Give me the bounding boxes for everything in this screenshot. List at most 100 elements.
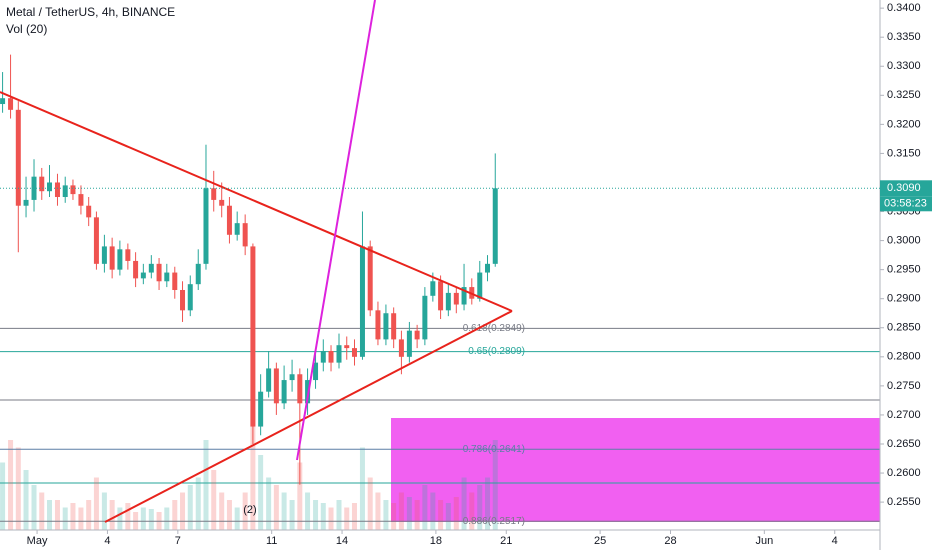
candle-body [430,281,436,296]
candle-body [172,272,178,290]
volume-bar [219,492,225,530]
candle-body [313,362,319,381]
candle-body [234,223,240,235]
y-tick-label: 0.3000 [887,234,921,246]
candle-body [250,246,256,427]
volume-bar [383,500,389,530]
candle-body [78,194,84,206]
volume-bar [273,485,279,530]
candle-body [0,98,6,105]
candle-body [383,313,389,340]
drawings-under [0,399,880,522]
candle-body [203,188,209,264]
volume-bar [422,485,428,530]
candle-body [273,368,279,404]
x-tick-label: 4 [104,535,110,547]
candle-body [133,260,139,279]
candle-body [39,176,45,192]
volume-bar [39,492,45,530]
candle-body [289,374,295,381]
last-price-box [880,180,932,197]
candle-body [320,351,326,363]
x-tick-label: May [27,535,48,547]
volume-bar [70,503,76,530]
candle-body [406,330,412,357]
last-price-label: 0.3090 [887,182,921,194]
x-tick-label: Jun [755,535,773,547]
volume-bar [485,477,491,530]
candle-body [125,249,131,261]
volume-bar [351,503,357,530]
volume-bar [31,485,37,530]
y-tick-label: 0.3150 [887,147,921,159]
candle-body [109,246,115,270]
volume-bar [117,507,123,530]
volume-bar [492,440,498,530]
trend-line [104,310,513,523]
candle-body [492,188,498,264]
volume-bar [234,507,240,530]
volume-bar [101,492,107,530]
candle-body [266,368,272,392]
y-tick-label: 0.2650 [887,438,921,450]
candle-body [47,182,53,192]
volume-bar [258,455,264,530]
box-drawing [391,418,880,522]
volume-bar [297,462,303,530]
volume-bar [125,503,131,530]
candle-body [23,199,29,206]
volume-bar [305,492,311,530]
volume-bar [15,447,21,530]
volume-bar [320,503,326,530]
volume-bar [180,492,186,530]
candle-body [15,109,21,206]
volume-bar [203,440,209,530]
trend-line [0,91,513,312]
y-tick-label: 0.3250 [887,89,921,101]
volume-bar [430,492,436,530]
volume-bar [78,507,84,530]
candle-body [336,345,342,363]
candle-body [164,272,170,282]
candle-body [438,281,444,311]
candle-body [187,284,193,311]
y-tick-label: 0.3350 [887,31,921,43]
candle-body [422,295,428,340]
trend-line [296,0,376,461]
candle-body [195,263,201,285]
x-tick-label: 14 [336,535,348,547]
volume-bar [328,507,334,530]
candle-body [344,345,350,349]
countdown-box [880,196,932,212]
volume-bar [336,500,342,530]
volume-bar [164,507,170,530]
volume-bar [250,410,256,530]
y-tick-label: 0.2750 [887,380,921,392]
fib-label: 0.886(0.2517) [463,516,525,527]
y-tick-label: 0.2600 [887,467,921,479]
volume-bar [86,500,92,530]
volume-bar [477,485,483,530]
candle-body [414,330,420,340]
indicator-label: Vol (20) [6,22,47,36]
candle-body [93,217,99,264]
candle-body [305,380,311,404]
candle-body [367,246,373,311]
fib-label: 0.618(0.2849) [463,323,525,334]
volume-bar [211,470,217,530]
x-tick-label: 11 [266,535,277,547]
y-tick-label: 0.2800 [887,351,921,363]
candle-body [8,98,14,110]
candle-body [453,292,459,305]
candle-body [117,249,123,270]
candle-body [391,313,397,340]
volume-bar [406,497,412,530]
chart-title: Metal / TetherUS, 4h, BINANCE [6,5,175,19]
candle-body [31,176,37,200]
candle-body [211,188,217,200]
volume-bar [23,470,29,530]
volume-bar [469,492,475,530]
volume-bar [266,477,272,530]
volume-bar [8,440,14,530]
